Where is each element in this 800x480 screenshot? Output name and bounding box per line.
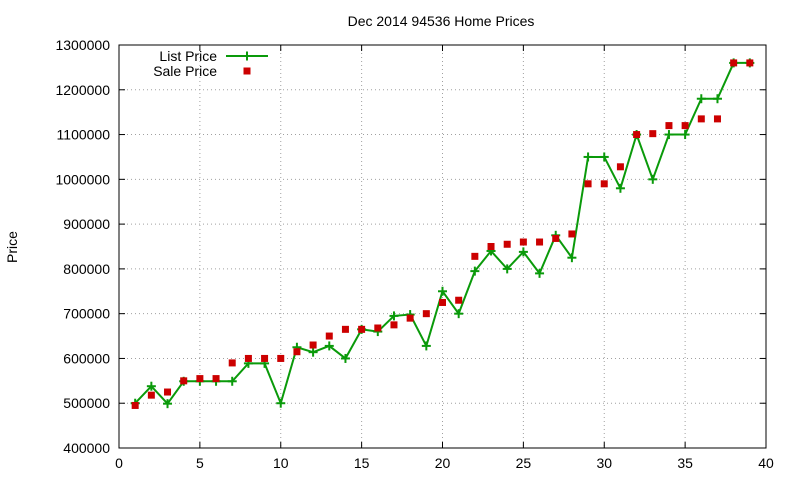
sale-price-point <box>390 321 398 329</box>
sale-price-point <box>536 238 544 246</box>
y-axis-label: Price <box>4 231 20 263</box>
list-price-point <box>324 341 334 351</box>
list-price-point <box>615 183 625 193</box>
x-tick-label: 15 <box>354 455 370 471</box>
list-price-point <box>308 347 318 357</box>
sale-price-point <box>665 122 673 130</box>
sale-price-point <box>568 230 576 238</box>
list-price-point <box>470 266 480 276</box>
list-price-point <box>276 398 286 408</box>
list-price-point <box>502 264 512 274</box>
sale-price-point <box>341 325 349 333</box>
list-price-point <box>163 399 173 409</box>
sale-price-point <box>196 375 204 383</box>
y-tick-label: 1200000 <box>55 82 110 98</box>
legend: List Price Sale Price <box>153 48 268 79</box>
x-tick-label: 30 <box>596 455 612 471</box>
sale-price-point <box>600 180 608 188</box>
y-tick-label: 900000 <box>63 216 110 232</box>
y-tick-label: 1100000 <box>57 127 111 143</box>
sale-price-point <box>471 252 479 260</box>
sale-price-point <box>633 131 641 139</box>
sale-price-point <box>697 115 705 123</box>
sale-price-point <box>616 163 624 171</box>
x-tick-label: 10 <box>273 455 289 471</box>
legend-marker-sale-price <box>243 67 251 75</box>
list-price-point <box>648 174 658 184</box>
sale-price-point <box>293 348 301 356</box>
series-layer <box>130 58 755 409</box>
sale-price-point <box>212 375 220 383</box>
sale-price-point <box>131 401 139 409</box>
sale-price-point <box>228 359 236 367</box>
sale-price-point <box>277 354 285 362</box>
sale-price-point <box>649 130 657 138</box>
list-price-point <box>438 286 447 296</box>
sale-price-point <box>261 354 269 362</box>
x-tick-label: 35 <box>677 455 693 471</box>
list-price-point <box>535 268 545 278</box>
legend-label-list-price: List Price <box>159 48 217 64</box>
list-price-point <box>389 311 399 321</box>
sale-price-point <box>584 180 592 188</box>
sale-price-point <box>147 391 155 399</box>
list-price-point <box>146 381 156 391</box>
sale-price-point <box>164 388 172 396</box>
sale-price-point <box>713 115 721 123</box>
list-price-point <box>567 253 577 263</box>
x-tick-label: 5 <box>196 455 204 471</box>
y-tick-label: 600000 <box>63 350 110 366</box>
list-price-point <box>664 130 674 140</box>
list-price-point <box>421 341 431 351</box>
y-tick-label: 1000000 <box>55 171 110 187</box>
list-price-point <box>680 130 690 140</box>
list-price-point <box>518 247 528 257</box>
y-tick-label: 1300000 <box>55 37 110 53</box>
list-price-point <box>454 309 464 319</box>
sale-price-point <box>746 59 754 67</box>
sale-price-point <box>519 238 527 246</box>
y-tick-label: 400000 <box>63 440 110 456</box>
list-price-point <box>583 152 593 162</box>
chart-title: Dec 2014 94536 Home Prices <box>348 13 535 29</box>
sale-price-point <box>406 314 414 322</box>
grid-lines <box>119 45 766 448</box>
sale-price-point <box>180 377 188 385</box>
sale-price-point <box>244 354 252 362</box>
list-price-point <box>599 152 609 162</box>
sale-price-point <box>730 59 738 67</box>
sale-price-point <box>358 325 366 333</box>
sale-price-point <box>455 296 463 304</box>
sale-price-point <box>325 332 333 340</box>
sale-price-point <box>681 122 689 130</box>
x-tick-label: 20 <box>435 455 451 471</box>
list-price-point <box>340 353 350 363</box>
legend-label-sale-price: Sale Price <box>153 63 217 79</box>
sale-price-point <box>503 240 511 248</box>
x-tick-label: 25 <box>516 455 532 471</box>
list-price-point <box>227 376 237 386</box>
sale-price-point <box>309 341 317 349</box>
sale-price-point <box>422 310 430 318</box>
y-tick-label: 800000 <box>63 261 110 277</box>
x-tick-label: 40 <box>758 455 774 471</box>
list-price-point <box>712 94 722 104</box>
sale-price-point <box>552 234 560 242</box>
axes: 0 5 10 15 20 25 30 35 40 400000 500000 600000 700000… <box>55 37 774 471</box>
list-price-point <box>696 94 706 104</box>
sale-price-point <box>374 324 382 332</box>
y-tick-label: 700000 <box>63 306 110 322</box>
legend-marker-list-price <box>242 51 252 61</box>
sale-price-point <box>487 243 495 250</box>
sale-price-point <box>439 298 446 306</box>
legend-plus-glyph <box>242 51 252 61</box>
y-tick-label: 500000 <box>63 395 110 411</box>
x-tick-label: 0 <box>115 455 123 471</box>
